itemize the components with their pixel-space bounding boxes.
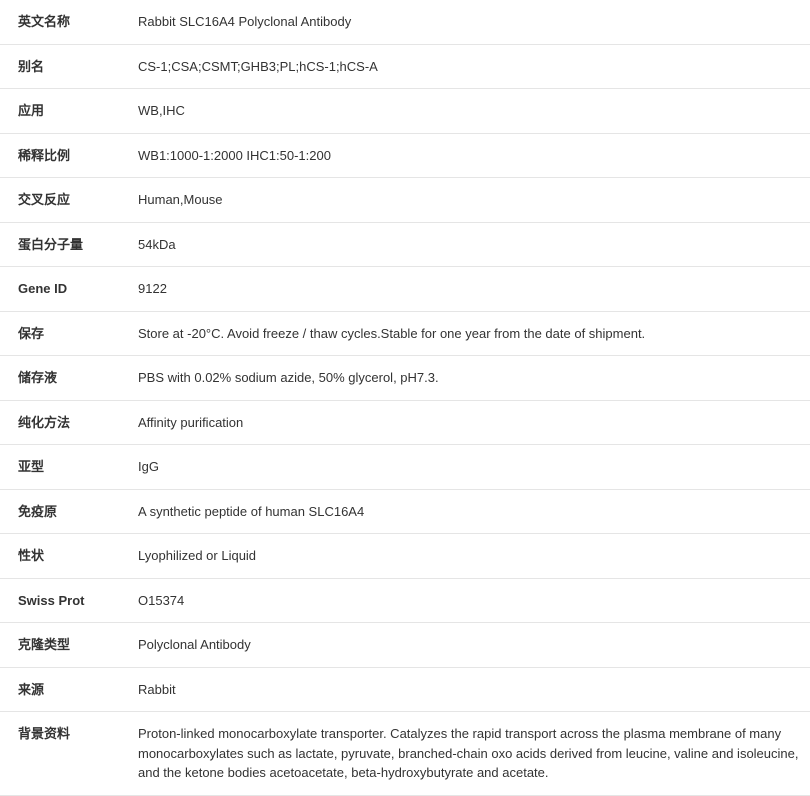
row-value: 54kDa — [120, 222, 810, 267]
row-value: WB1:1000-1:2000 IHC1:50-1:200 — [120, 133, 810, 178]
row-label: 稀释比例 — [0, 133, 120, 178]
row-value: Lyophilized or Liquid — [120, 534, 810, 579]
row-value: A synthetic peptide of human SLC16A4 — [120, 489, 810, 534]
table-row: 来源 Rabbit — [0, 667, 810, 712]
row-label: 免疫原 — [0, 489, 120, 534]
table-row: 保存 Store at -20°C. Avoid freeze / thaw c… — [0, 311, 810, 356]
row-value: PBS with 0.02% sodium azide, 50% glycero… — [120, 356, 810, 401]
row-label: 背景资料 — [0, 712, 120, 796]
table-row: 克隆类型 Polyclonal Antibody — [0, 623, 810, 668]
row-value: Affinity purification — [120, 400, 810, 445]
table-row: 交叉反应 Human,Mouse — [0, 178, 810, 223]
row-value: CS-1;CSA;CSMT;GHB3;PL;hCS-1;hCS-A — [120, 44, 810, 89]
row-value: O15374 — [120, 578, 810, 623]
table-row: 英文名称 Rabbit SLC16A4 Polyclonal Antibody — [0, 0, 810, 44]
row-value: Store at -20°C. Avoid freeze / thaw cycl… — [120, 311, 810, 356]
row-label: 纯化方法 — [0, 400, 120, 445]
row-label: Gene ID — [0, 267, 120, 312]
table-row: 别名 CS-1;CSA;CSMT;GHB3;PL;hCS-1;hCS-A — [0, 44, 810, 89]
table-row: 亚型 IgG — [0, 445, 810, 490]
row-label: 性状 — [0, 534, 120, 579]
table-row: 稀释比例 WB1:1000-1:2000 IHC1:50-1:200 — [0, 133, 810, 178]
table-row: Gene ID 9122 — [0, 267, 810, 312]
table-row: 免疫原 A synthetic peptide of human SLC16A4 — [0, 489, 810, 534]
table-row: 储存液 PBS with 0.02% sodium azide, 50% gly… — [0, 356, 810, 401]
row-label: 亚型 — [0, 445, 120, 490]
row-value: Polyclonal Antibody — [120, 623, 810, 668]
spec-table-body: 英文名称 Rabbit SLC16A4 Polyclonal Antibody … — [0, 0, 810, 795]
row-label: 应用 — [0, 89, 120, 134]
row-label: 别名 — [0, 44, 120, 89]
row-value: Human,Mouse — [120, 178, 810, 223]
row-value: Rabbit — [120, 667, 810, 712]
row-value: 9122 — [120, 267, 810, 312]
spec-table: 英文名称 Rabbit SLC16A4 Polyclonal Antibody … — [0, 0, 810, 796]
row-label: 英文名称 — [0, 0, 120, 44]
row-label: 交叉反应 — [0, 178, 120, 223]
row-label: 保存 — [0, 311, 120, 356]
row-label: 蛋白分子量 — [0, 222, 120, 267]
row-label: 来源 — [0, 667, 120, 712]
row-label: 储存液 — [0, 356, 120, 401]
row-label: Swiss Prot — [0, 578, 120, 623]
table-row: 蛋白分子量 54kDa — [0, 222, 810, 267]
table-row: 背景资料 Proton-linked monocarboxylate trans… — [0, 712, 810, 796]
row-value: Proton-linked monocarboxylate transporte… — [120, 712, 810, 796]
row-value: Rabbit SLC16A4 Polyclonal Antibody — [120, 0, 810, 44]
row-value: WB,IHC — [120, 89, 810, 134]
table-row: 纯化方法 Affinity purification — [0, 400, 810, 445]
row-label: 克隆类型 — [0, 623, 120, 668]
table-row: Swiss Prot O15374 — [0, 578, 810, 623]
row-value: IgG — [120, 445, 810, 490]
table-row: 应用 WB,IHC — [0, 89, 810, 134]
table-row: 性状 Lyophilized or Liquid — [0, 534, 810, 579]
